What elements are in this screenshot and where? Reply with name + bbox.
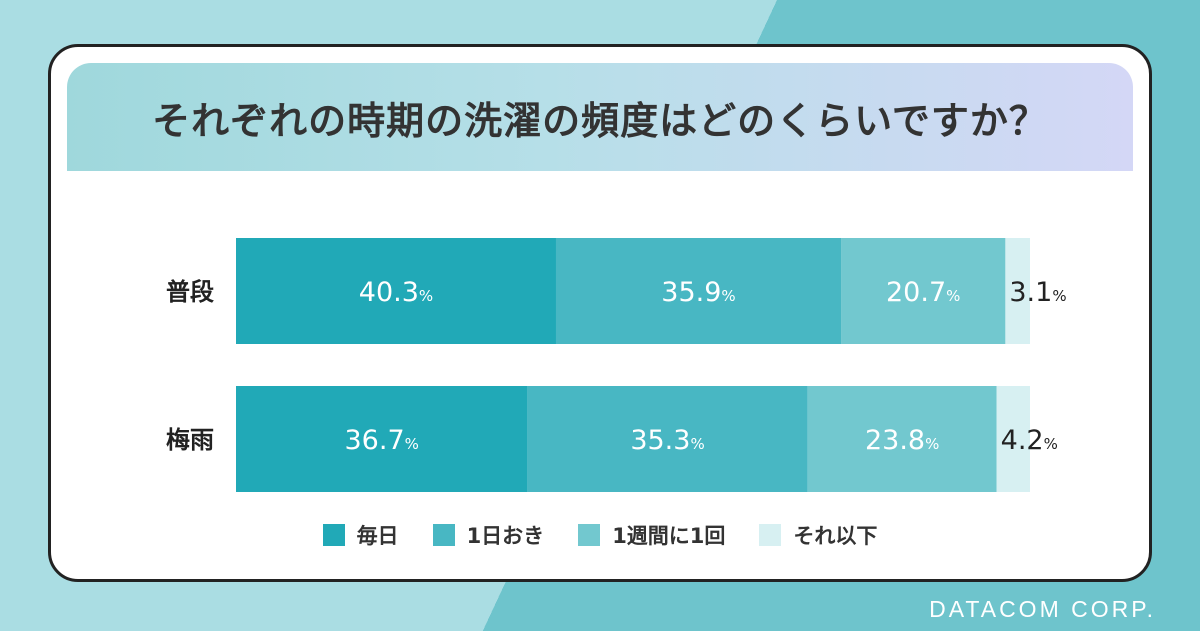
bar-segment (996, 386, 1030, 492)
bar-segment (236, 238, 556, 344)
chart-title: それぞれの時期の洗濯の頻度はどのくらいですか？ (152, 98, 1048, 143)
bar-segment (555, 238, 842, 344)
data-label: 35.9% (661, 277, 735, 308)
data-label: 4.2% (1001, 425, 1058, 456)
bar-segment (236, 386, 528, 492)
brand-logo: DATACOM CORP. (929, 596, 1156, 622)
bar-segment (807, 386, 997, 492)
legend-item: それ以下 (759, 520, 877, 550)
legend-item: 1日おき (432, 520, 545, 550)
bar-segment (1005, 238, 1030, 344)
legend-label: 1日おき (466, 524, 545, 548)
legend-item: 1週間に1回 (578, 520, 725, 550)
legend: 毎日 1日おき 1週間に1回 それ以下 (0, 520, 1200, 550)
legend-swatch (432, 524, 455, 546)
data-label: 3.1% (1009, 277, 1066, 308)
legend-swatch (759, 524, 782, 546)
data-label: 40.3% (359, 277, 433, 308)
legend-swatch (578, 524, 601, 546)
bar-segment (841, 238, 1006, 344)
legend-label: 1週間に1回 (612, 524, 726, 548)
legend-swatch (322, 524, 345, 546)
data-label: 35.3% (630, 425, 704, 456)
category-label: 普段 (166, 278, 214, 306)
data-label: 23.8% (865, 425, 939, 456)
category-label: 梅雨 (166, 426, 214, 454)
data-label: 36.7% (345, 425, 419, 456)
bar-segment (527, 386, 808, 492)
title-bar: それぞれの時期の洗濯の頻度はどのくらいですか？ (67, 63, 1133, 171)
legend-item: 毎日 (322, 520, 399, 550)
legend-label: それ以下 (793, 524, 878, 548)
legend-label: 毎日 (356, 524, 399, 548)
data-label: 20.7% (886, 277, 960, 308)
